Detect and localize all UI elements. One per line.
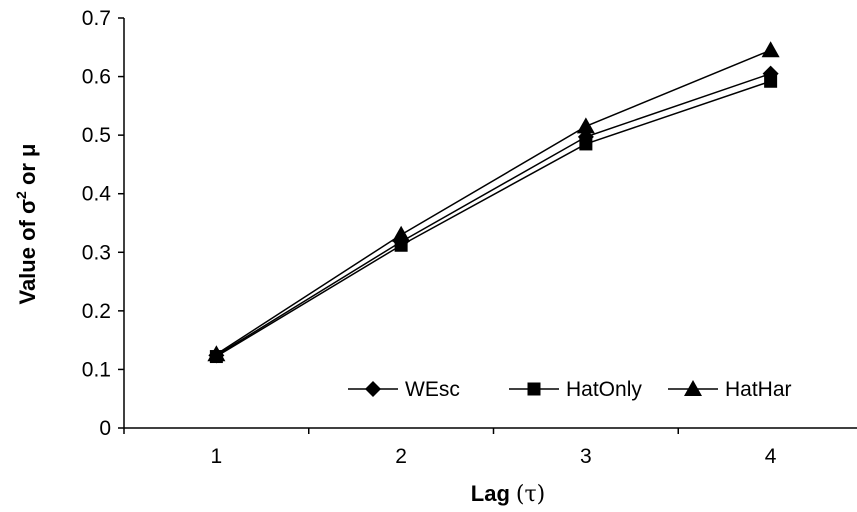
y-tick-label: 0.3 [82, 241, 111, 264]
x-tick-label: 1 [211, 445, 223, 468]
x-tick-label: 3 [580, 445, 592, 468]
data-point-hatonly [579, 137, 593, 151]
data-point-hatonly [764, 74, 778, 88]
series-line-hathar [215, 49, 771, 355]
y-tick-label: 0.1 [82, 358, 111, 381]
y-tick-label: 0.2 [82, 300, 111, 323]
data-point-hathar [576, 117, 595, 134]
y-axis-title: Value of σ2 or μ [13, 143, 40, 304]
x-tick-labels: 1 2 3 4 [211, 445, 777, 468]
axes [118, 17, 857, 434]
legend-label-hatonly: HatOnly [566, 378, 642, 401]
legend-label-hathar: HatHar [725, 378, 792, 401]
x-axis-title: Lag (τ) [471, 481, 545, 507]
x-tick-label: 4 [765, 445, 777, 468]
legend-label-wesc: WEsc [405, 378, 460, 401]
series-lines [215, 49, 771, 358]
y-tick-label: 0.4 [82, 183, 112, 206]
series-markers [207, 41, 780, 364]
x-tick-label: 2 [395, 445, 407, 468]
data-point-hatonly [394, 238, 408, 252]
series-line-hatonly [215, 80, 771, 358]
data-point-hathar [392, 225, 411, 242]
legend-marker-wesc [365, 381, 381, 397]
y-tick-label: 0 [99, 417, 111, 440]
y-tick-label: 0.7 [82, 7, 111, 30]
data-point-hathar [207, 345, 226, 362]
legend: WEsc HatOnly HatHar [348, 378, 792, 401]
y-tick-label: 0.5 [82, 124, 111, 147]
y-tick-labels: 0 0.1 0.2 0.3 0.4 0.5 0.6 0.7 [82, 7, 112, 440]
legend-marker-hathar [684, 380, 702, 396]
legend-marker-hatonly [527, 382, 541, 396]
y-tick-label: 0.6 [82, 66, 111, 89]
series-line-wesc [215, 72, 771, 357]
data-point-hathar [761, 41, 780, 58]
